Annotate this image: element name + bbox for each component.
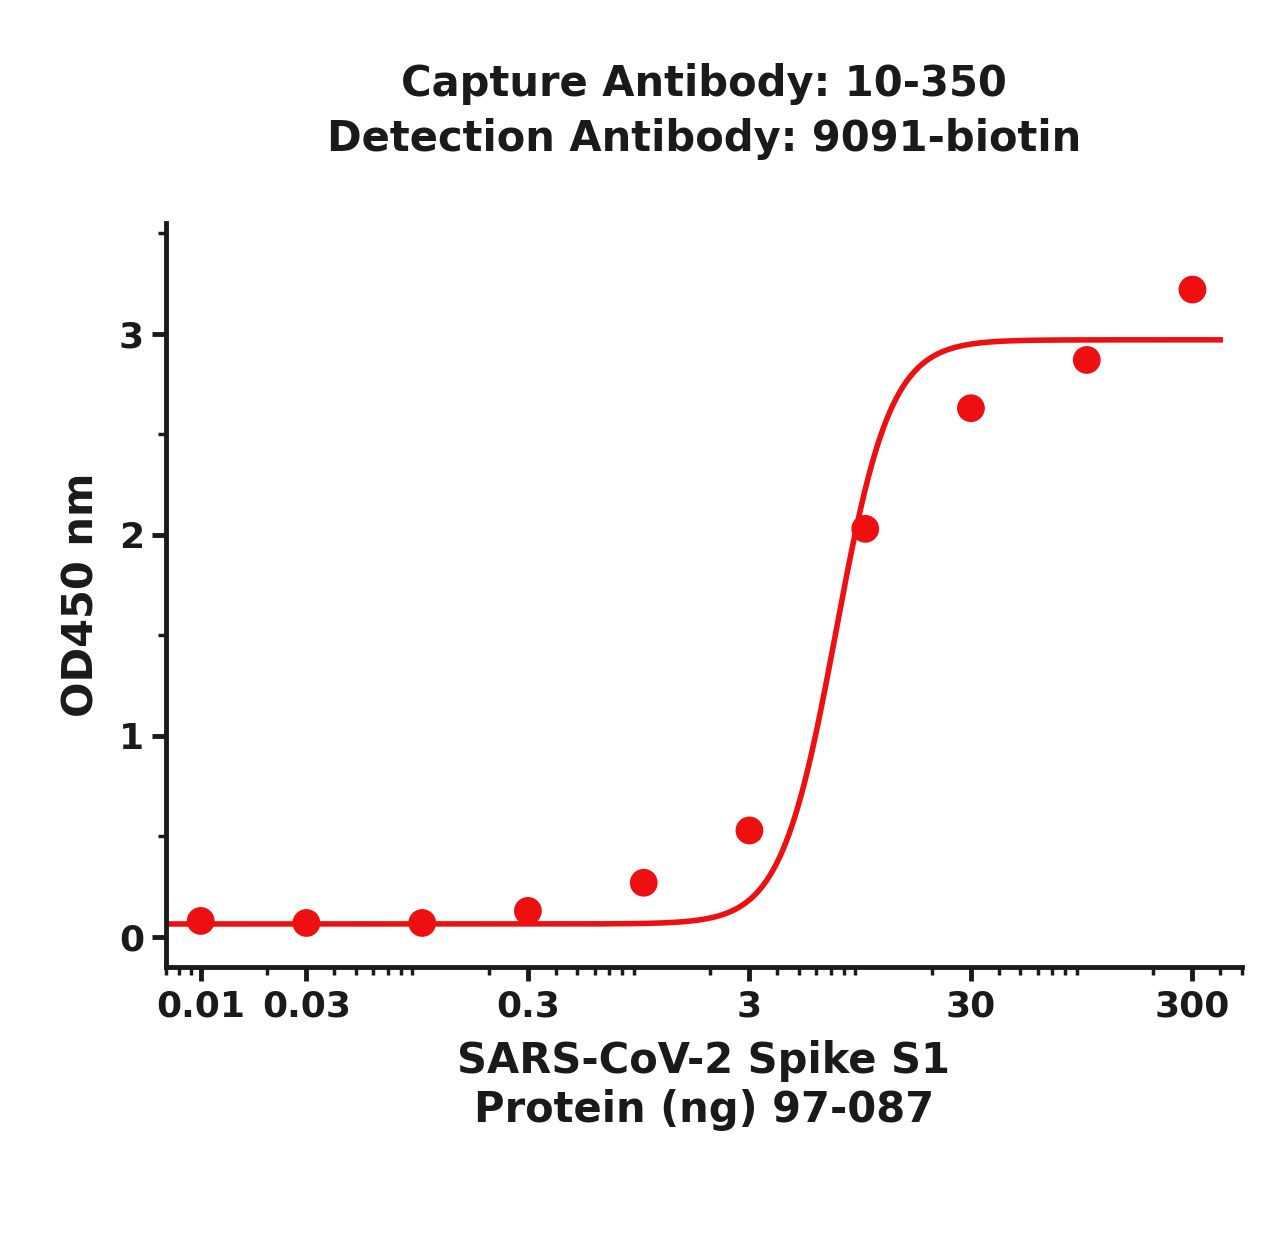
Point [517, 901, 538, 921]
Point [634, 873, 654, 893]
Point [191, 911, 211, 931]
Point [855, 518, 876, 538]
X-axis label: SARS-CoV-2 Spike S1
Protein (ng) 97-087: SARS-CoV-2 Spike S1 Protein (ng) 97-087 [457, 1040, 951, 1131]
Point [412, 913, 433, 932]
Point [961, 398, 982, 418]
Point [1076, 350, 1097, 370]
Point [296, 913, 316, 932]
Point [739, 821, 759, 841]
Y-axis label: OD450 nm: OD450 nm [60, 472, 102, 718]
Text: Capture Antibody: 10-350
Detection Antibody: 9091-biotin: Capture Antibody: 10-350 Detection Antib… [326, 63, 1082, 160]
Point [1183, 280, 1203, 300]
